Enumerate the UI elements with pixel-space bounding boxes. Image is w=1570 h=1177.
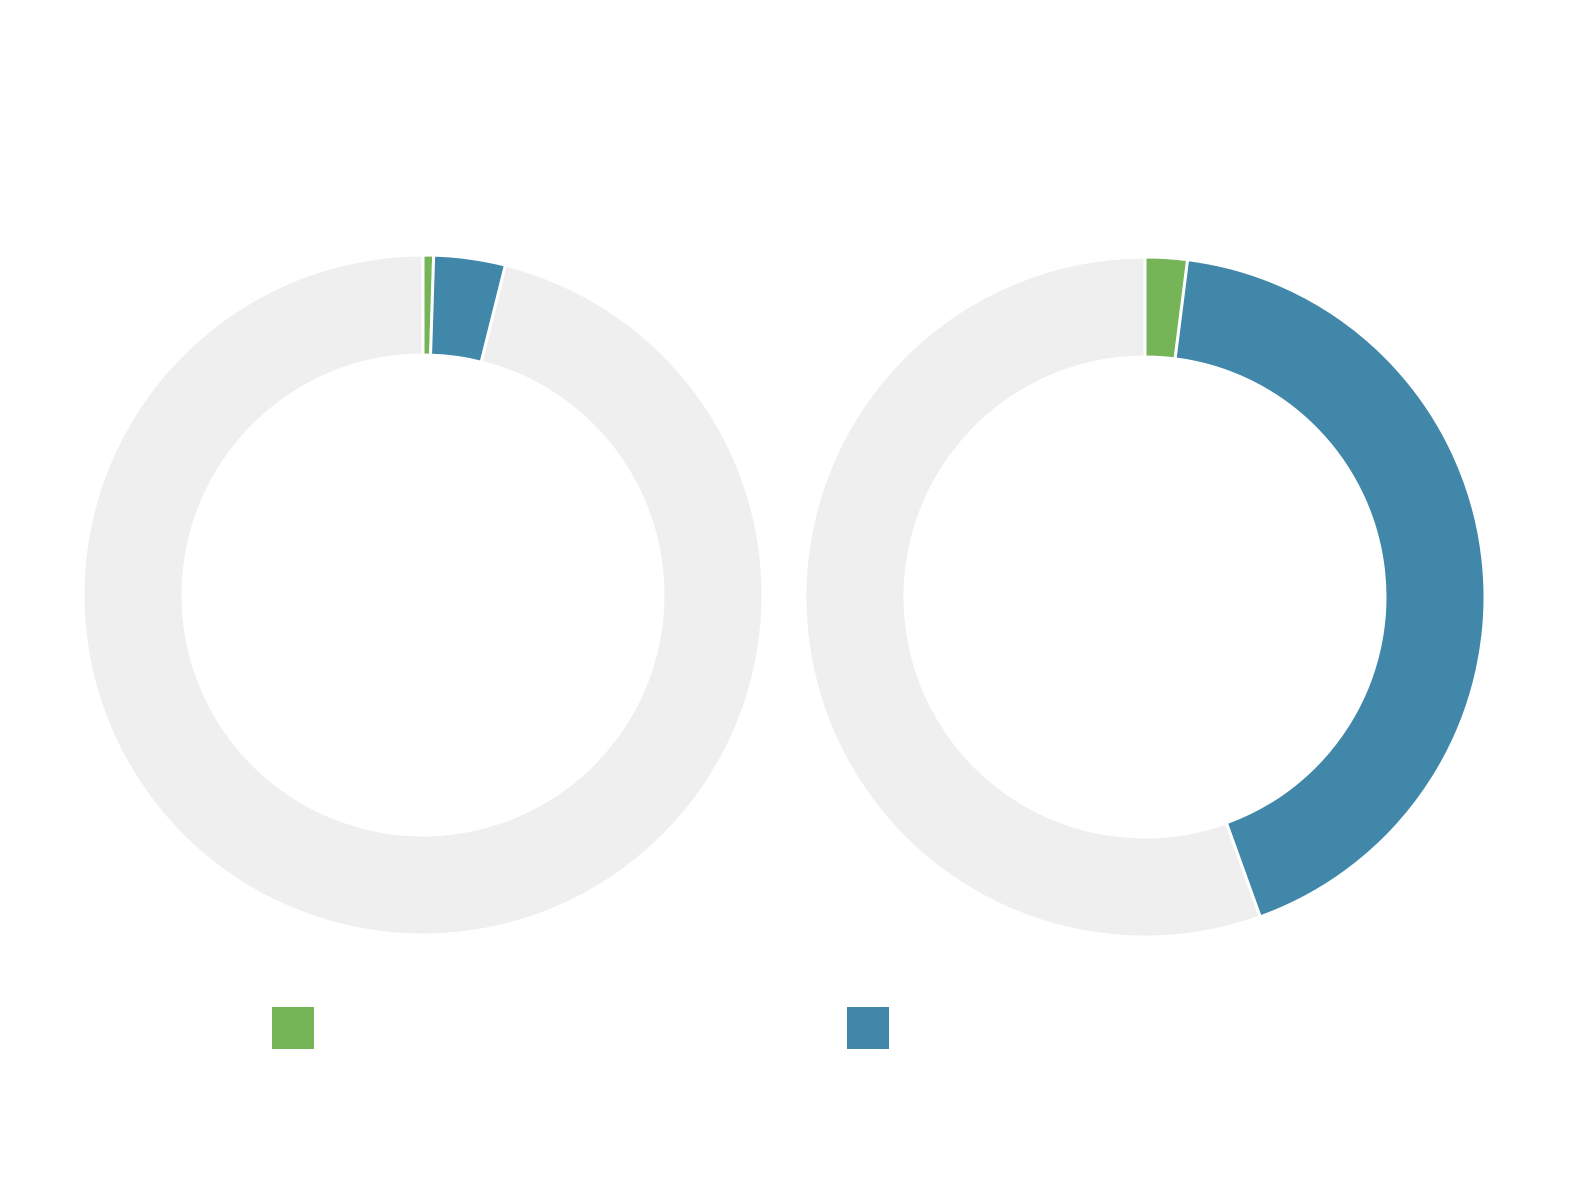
donut-1-slice-1 bbox=[1173, 258, 1487, 919]
legend-item-blue bbox=[847, 1006, 899, 1050]
legend-item-green bbox=[272, 1006, 324, 1050]
donut-1-slice-2 bbox=[803, 255, 1263, 939]
legend-swatch-blue bbox=[847, 1007, 889, 1049]
donut-0-slice-2 bbox=[81, 253, 765, 937]
donut-chart-left bbox=[81, 253, 765, 937]
donut-chart-right bbox=[803, 255, 1487, 939]
legend-swatch-green bbox=[272, 1007, 314, 1049]
